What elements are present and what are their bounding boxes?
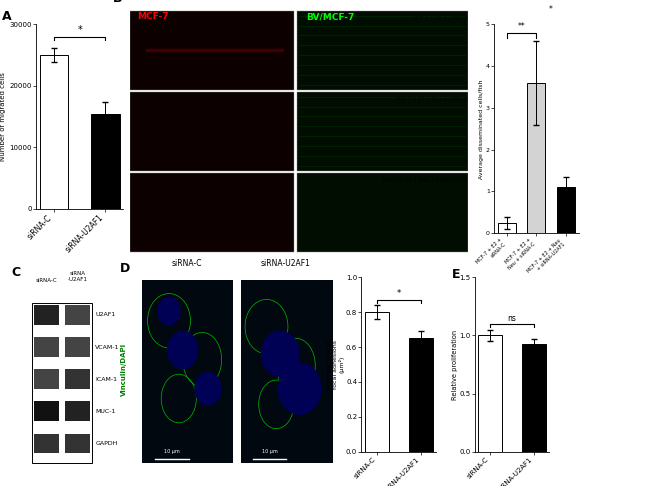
Text: ns: ns	[508, 313, 516, 323]
Bar	[478, 335, 502, 452]
Bar	[65, 337, 90, 357]
Text: MCF-7 + E2 + Neu + siRNA-C: MCF-7 + E2 + Neu + siRNA-C	[396, 97, 468, 102]
Text: E: E	[452, 268, 461, 281]
Bar	[130, 173, 294, 252]
Y-axis label: Average area of
focal adhesions
(μm²): Average area of focal adhesions (μm²)	[327, 340, 344, 389]
Bar	[130, 92, 294, 171]
Ellipse shape	[194, 372, 222, 406]
Bar	[32, 303, 92, 463]
Text: *: *	[549, 5, 553, 14]
Bar	[142, 280, 233, 463]
Bar	[65, 305, 90, 325]
Bar	[34, 305, 58, 325]
Text: siRNA-U2AF1: siRNA-U2AF1	[261, 260, 311, 268]
Bar	[34, 401, 58, 421]
Ellipse shape	[167, 330, 198, 369]
Text: ICAM-1: ICAM-1	[95, 377, 117, 382]
Bar	[498, 223, 515, 233]
Text: MUC-1: MUC-1	[95, 409, 116, 414]
Text: siRNA-C: siRNA-C	[36, 278, 57, 283]
Bar	[297, 11, 468, 89]
Text: Vinculin/DAPI: Vinculin/DAPI	[121, 343, 127, 396]
Bar	[34, 369, 58, 389]
Ellipse shape	[261, 330, 300, 377]
Bar	[34, 434, 58, 453]
Text: U2AF1: U2AF1	[95, 312, 116, 317]
Bar	[522, 344, 546, 452]
Text: **: **	[517, 21, 525, 31]
Bar	[297, 173, 468, 252]
Y-axis label: Relative proliferation: Relative proliferation	[452, 330, 458, 399]
Y-axis label: Number of migrated cells: Number of migrated cells	[0, 72, 6, 161]
Bar	[65, 369, 90, 389]
Text: B: B	[113, 0, 123, 5]
Bar	[527, 83, 545, 233]
Text: VCAM-1: VCAM-1	[95, 345, 120, 349]
Text: MCF-7: MCF-7	[136, 12, 168, 21]
Text: BV/MCF-7: BV/MCF-7	[306, 12, 354, 21]
Text: MCF-7 + E2 + Neu + siRNA-U2AF1: MCF-7 + E2 + Neu + siRNA-U2AF1	[384, 178, 468, 183]
Bar	[65, 401, 90, 421]
Text: siRNA-C: siRNA-C	[172, 260, 202, 268]
Text: siRNA
-U2AF1: siRNA -U2AF1	[68, 271, 87, 282]
Bar	[34, 337, 58, 357]
Text: GAPDH: GAPDH	[95, 441, 118, 446]
Text: A: A	[3, 10, 12, 22]
Text: *: *	[77, 25, 82, 35]
Text: D: D	[120, 262, 131, 276]
Ellipse shape	[157, 296, 181, 326]
Bar	[557, 187, 575, 233]
Text: MCF-7 + E2 + siRNA-C: MCF-7 + E2 + siRNA-C	[413, 16, 468, 21]
Text: 10 μm: 10 μm	[164, 449, 180, 454]
Bar	[297, 92, 468, 171]
Y-axis label: Average disseminated cells/fish: Average disseminated cells/fish	[480, 79, 484, 178]
Text: C: C	[11, 266, 20, 279]
Bar	[91, 114, 120, 209]
Text: *: *	[396, 289, 401, 298]
Bar	[130, 11, 294, 89]
Bar	[40, 55, 68, 209]
Bar	[65, 434, 90, 453]
Ellipse shape	[278, 363, 322, 415]
Bar	[365, 312, 389, 452]
Bar	[409, 338, 433, 452]
Bar	[241, 280, 333, 463]
Text: 10 μm: 10 μm	[261, 449, 278, 454]
